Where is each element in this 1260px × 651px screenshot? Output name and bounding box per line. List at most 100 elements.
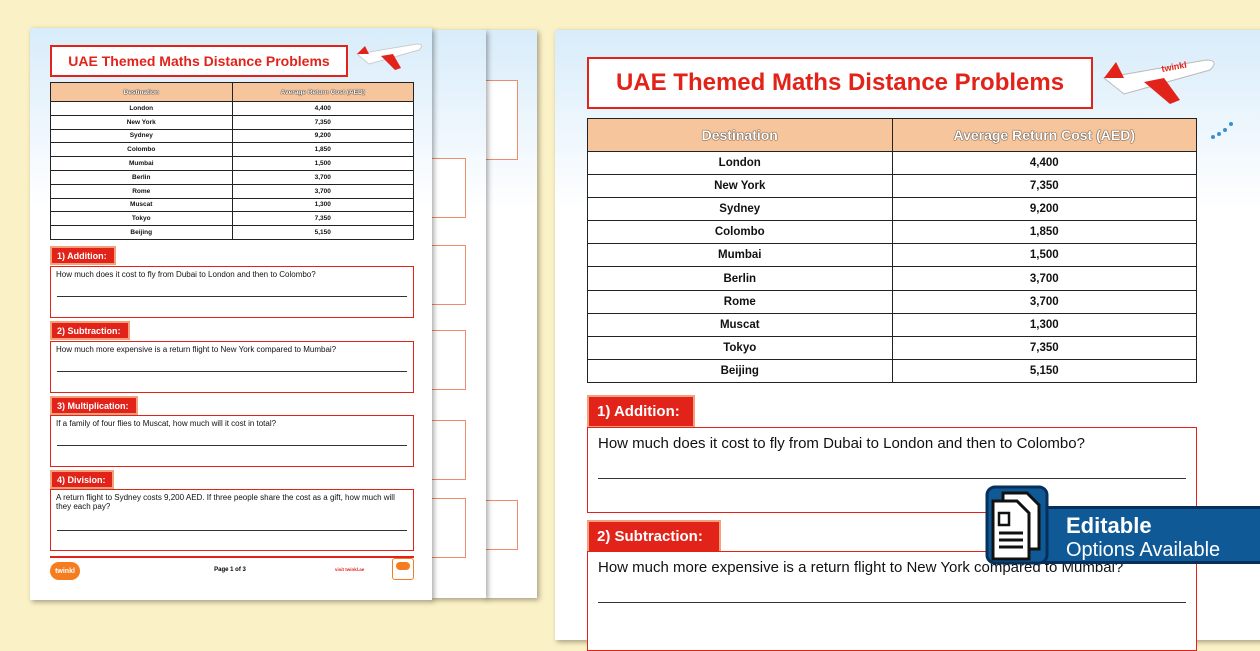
cost-cell: 9,200	[231, 128, 414, 144]
destination-cell: London	[50, 101, 233, 116]
table-row: Beijing 5,150	[50, 225, 414, 240]
cost-cell: 1,500	[891, 243, 1197, 268]
destination-cell: Muscat	[587, 312, 893, 337]
section-label: 2) Subtraction:	[50, 321, 130, 340]
cost-cell: 4,400	[231, 101, 414, 116]
table-row: Rome 3,700	[587, 289, 1197, 314]
airplane-icon	[355, 43, 423, 70]
section-label: 1) Addition:	[587, 395, 695, 428]
table-row: Rome 3,700	[50, 183, 414, 199]
answer-line[interactable]	[57, 530, 407, 531]
section-label: 4) Division:	[50, 470, 114, 489]
question-box: How much does it cost to fly from Dubai …	[50, 266, 414, 318]
badge-bar: Editable Options Available	[1025, 506, 1260, 564]
table-row: London 4,400	[587, 150, 1197, 176]
cost-cell: 1,850	[891, 220, 1197, 245]
cost-cell: 3,700	[231, 183, 414, 199]
logo-text: twinkl	[55, 567, 75, 575]
worksheet-page-1-small: UAE Themed Maths Distance Problems Desti…	[30, 28, 432, 600]
cost-cell: 7,350	[231, 211, 414, 227]
col-header-cost: Average Return Cost (AED)	[891, 118, 1197, 152]
cost-cell: 1,300	[231, 197, 414, 213]
cost-cell: 9,200	[891, 197, 1197, 222]
table-row: Mumbai 1,500	[50, 156, 414, 171]
cost-cell: 3,700	[231, 169, 414, 185]
question-box: If a family of four flies to Muscat, how…	[50, 415, 414, 467]
question-box: How much more expensive is a return flig…	[50, 341, 414, 393]
table-row: Berlin 3,700	[587, 266, 1197, 291]
destination-cell: Berlin	[587, 266, 893, 291]
section-label: 1) Addition:	[50, 246, 116, 265]
question-text: A return flight to Sydney costs 9,200 AE…	[56, 493, 395, 511]
destination-cell: Mumbai	[50, 156, 233, 171]
document-icon	[985, 485, 1049, 565]
cost-cell: 7,350	[891, 174, 1197, 199]
worksheet-page-2	[420, 30, 486, 598]
answer-line[interactable]	[57, 371, 407, 372]
badge-subtitle: Options Available	[1066, 539, 1221, 561]
question-text: How much more expensive is a return flig…	[56, 345, 337, 354]
cost-table: Destination Average Return Cost (AED) Lon…	[587, 118, 1197, 383]
table-row: London 4,400	[50, 101, 414, 116]
worksheet-title: UAE Themed Maths Distance Problems	[587, 57, 1093, 109]
svg-text:twinkl: twinkl	[1161, 60, 1188, 74]
dotted-flight-path	[1211, 122, 1233, 139]
col-header-cost: Average Return Cost (AED)	[231, 82, 414, 102]
destination-cell: Rome	[587, 289, 893, 314]
question-text: If a family of four flies to Muscat, how…	[56, 419, 277, 428]
table-row: Muscat 1,300	[50, 197, 414, 213]
airplane-icon: twinkl	[1102, 59, 1215, 104]
cost-cell: 1,300	[891, 312, 1197, 337]
table-row: Tokyo 7,350	[50, 211, 414, 227]
question-text: How much does it cost to fly from Dubai …	[598, 435, 1085, 452]
cost-cell: 4,400	[891, 150, 1197, 176]
destination-cell: Beijing	[50, 225, 233, 240]
cost-cell: 5,150	[891, 358, 1197, 383]
table-row: Mumbai 1,500	[587, 243, 1197, 268]
table-row: Sydney 9,200	[50, 128, 414, 144]
answer-line[interactable]	[598, 602, 1186, 603]
destination-cell: Berlin	[50, 169, 233, 185]
footer-url: visit twinkl.ae	[335, 567, 365, 572]
table-row: Beijing 5,150	[587, 358, 1197, 383]
section-label: 3) Multiplication:	[50, 396, 138, 415]
section-label: 2) Subtraction:	[587, 520, 721, 553]
cost-cell: 3,700	[891, 266, 1197, 291]
table-row: Tokyo 7,350	[587, 335, 1197, 360]
col-header-destination: Destination	[587, 118, 893, 152]
destination-cell: Colombo	[587, 220, 893, 245]
destination-cell: Sydney	[50, 128, 233, 144]
question-text: How much does it cost to fly from Dubai …	[56, 270, 316, 279]
table-row: Colombo 1,850	[587, 220, 1197, 245]
badge-title: Editable	[1066, 513, 1152, 538]
col-header-destination: Destination	[50, 82, 233, 102]
cost-cell: 7,350	[231, 114, 414, 130]
table-row: Berlin 3,700	[50, 169, 414, 185]
twinkl-logo: twinkl	[50, 562, 80, 580]
destination-cell: New York	[50, 114, 233, 130]
destination-cell: Mumbai	[587, 243, 893, 268]
answer-line[interactable]	[598, 478, 1186, 479]
cost-cell: 1,850	[231, 142, 414, 158]
table-row: Colombo 1,850	[50, 142, 414, 158]
quality-badge-icon	[392, 558, 414, 580]
cost-cell: 3,700	[891, 289, 1197, 314]
worksheet-page-3	[474, 30, 537, 598]
cost-cell: 1,500	[231, 156, 414, 171]
table-row: New York 7,350	[50, 114, 414, 130]
page-number: Page 1 of 3	[214, 567, 246, 573]
cost-cell: 7,350	[891, 335, 1197, 360]
destination-cell: Colombo	[50, 142, 233, 158]
destination-cell: Beijing	[587, 358, 893, 383]
destination-cell: Sydney	[587, 197, 893, 222]
destination-cell: New York	[587, 174, 893, 199]
answer-line[interactable]	[57, 445, 407, 446]
question-box: A return flight to Sydney costs 9,200 AE…	[50, 489, 414, 551]
editable-options-badge[interactable]: Editable Options Available	[985, 485, 1260, 565]
destination-cell: Tokyo	[587, 335, 893, 360]
answer-line[interactable]	[57, 296, 407, 297]
destination-cell: London	[587, 150, 893, 176]
cost-cell: 5,150	[231, 225, 414, 240]
destination-cell: Muscat	[50, 197, 233, 213]
table-row: Muscat 1,300	[587, 312, 1197, 337]
